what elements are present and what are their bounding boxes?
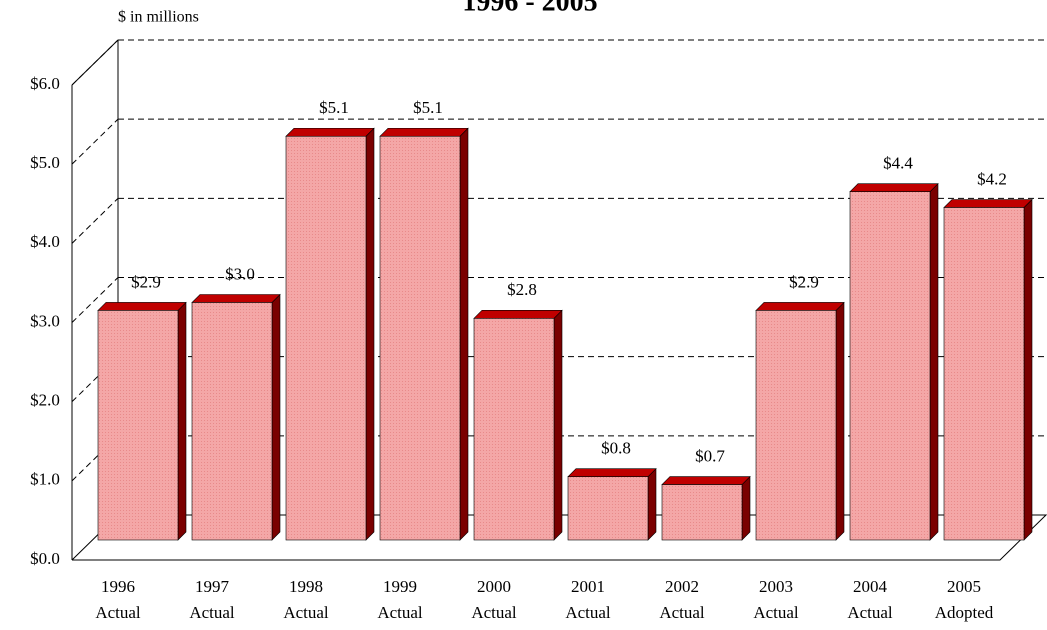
bar xyxy=(379,135,461,541)
bar-top xyxy=(567,468,657,477)
x-tick-label: 1999 xyxy=(383,577,417,596)
bar-top xyxy=(755,302,845,311)
bar-side xyxy=(929,182,939,541)
value-label: $3.0 xyxy=(225,264,255,283)
y-tick-label: $1.0 xyxy=(30,470,60,489)
bar-side xyxy=(365,127,375,541)
x-tick-label: Actual xyxy=(565,603,611,622)
side-grid-line xyxy=(71,277,119,323)
x-tick-label: 2005 xyxy=(947,577,981,596)
x-tick-label: Actual xyxy=(471,603,517,622)
bar-top xyxy=(943,199,1033,208)
bar xyxy=(661,484,743,541)
x-tick-label: Actual xyxy=(377,603,423,622)
value-label: $0.7 xyxy=(695,446,725,465)
bar xyxy=(755,310,837,541)
x-tick-label: Actual xyxy=(659,603,705,622)
bar-side xyxy=(1023,198,1033,541)
x-tick-label: 2002 xyxy=(665,577,699,596)
side-grid-line xyxy=(71,197,119,244)
bar xyxy=(473,318,555,541)
value-label: $4.2 xyxy=(977,169,1007,188)
bar-side xyxy=(553,309,563,541)
bar-side xyxy=(835,301,845,541)
bar xyxy=(849,191,931,541)
bar-side xyxy=(271,293,281,541)
x-tick-label: 1996 xyxy=(101,577,135,596)
bar xyxy=(97,310,179,541)
bar xyxy=(285,135,367,541)
chart-title: 1996 - 2005 xyxy=(462,0,597,17)
x-tick-label: Actual xyxy=(847,603,893,622)
value-label: $5.1 xyxy=(413,98,443,117)
bar-top xyxy=(379,127,469,137)
x-tick-label: 1997 xyxy=(195,577,230,596)
bar-side xyxy=(459,127,469,541)
x-tick-label: Adopted xyxy=(935,603,994,622)
bar-top xyxy=(473,310,563,319)
bar-top xyxy=(661,476,751,485)
side-grid-line xyxy=(71,39,119,86)
bar xyxy=(567,476,649,541)
value-label: $5.1 xyxy=(319,98,349,117)
bar-side xyxy=(647,467,657,541)
y-axis-label: $ in millions xyxy=(118,9,199,26)
x-tick-label: Actual xyxy=(753,603,799,622)
value-label: $0.8 xyxy=(601,439,631,458)
bar-side xyxy=(177,301,187,541)
bar-top xyxy=(285,127,375,137)
bar-side xyxy=(741,475,751,541)
value-label: $2.8 xyxy=(507,280,537,299)
x-tick-label: 2001 xyxy=(571,577,605,596)
x-tick-label: 2004 xyxy=(853,577,888,596)
value-label: $2.9 xyxy=(131,272,161,291)
bar xyxy=(191,302,273,541)
value-label: $2.9 xyxy=(789,272,819,291)
y-tick-label: $5.0 xyxy=(30,153,60,172)
side-grid-line xyxy=(71,118,119,165)
x-tick-label: 1998 xyxy=(289,577,323,596)
y-tick-label: $0.0 xyxy=(30,549,60,568)
value-label: $4.4 xyxy=(883,154,913,173)
y-tick-label: $2.0 xyxy=(30,391,60,410)
y-tick-label: $4.0 xyxy=(30,232,60,251)
bar xyxy=(943,207,1025,541)
y-tick-label: $3.0 xyxy=(30,311,60,330)
x-tick-label: 2003 xyxy=(759,577,793,596)
y-tick-label: $6.0 xyxy=(30,74,60,93)
x-tick-label: Actual xyxy=(189,603,235,622)
bar-top xyxy=(849,183,939,192)
bar-top xyxy=(97,302,187,311)
x-tick-label: Actual xyxy=(283,603,329,622)
bar-top xyxy=(191,294,281,303)
x-tick-label: 2000 xyxy=(477,577,511,596)
x-tick-label: Actual xyxy=(95,603,141,622)
